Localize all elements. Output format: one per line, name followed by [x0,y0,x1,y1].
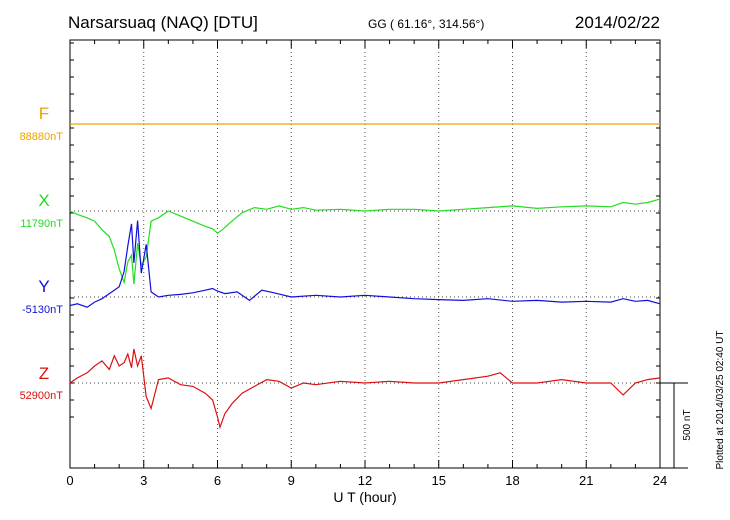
baseline-value-f: 88880nT [20,131,64,143]
component-label-x: X [38,191,49,210]
scale-bar: 500 nT [660,382,693,469]
component-label-y: Y [38,277,49,296]
x-tick-label: 3 [140,473,147,488]
baseline-value-y: -5130nT [22,304,63,316]
series-line-z [69,348,661,430]
ticks-layer: 0 3 6 9 12 15 18 21 24 [66,40,667,488]
component-label-f: F [39,104,49,123]
baseline-value-x: 11790nT [20,218,63,230]
x-tick-label: 18 [505,473,519,488]
x-tick-label: 9 [288,473,295,488]
x-tick-label: 0 [66,473,73,488]
series-line-x [69,198,661,285]
chart-date: 2014/02/22 [575,13,660,32]
grid-layer [70,40,660,468]
x-tick-label: 6 [214,473,221,488]
series-line-y [69,220,661,308]
scale-bar-label: 500 nT [682,409,693,440]
x-tick-label: 12 [358,473,372,488]
series-layer [69,123,661,430]
station-coordinates: GG ( 61.16°, 314.56°) [368,17,484,31]
plotted-timestamp: Plotted at 2014/03/25 02:40 UT [715,331,726,470]
chart-title: Narsarsuaq (NAQ) [DTU] [68,13,258,32]
baseline-value-z: 52900nT [20,390,64,402]
component-label-z: Z [39,364,49,383]
x-axis-label: U T (hour) [333,489,396,505]
labels-layer: F 88880nT X 11790nT Y -5130nT Z 52900nT [20,104,64,402]
x-tick-label: 24 [653,473,667,488]
x-tick-label: 15 [432,473,446,488]
x-tick-label: 21 [579,473,593,488]
